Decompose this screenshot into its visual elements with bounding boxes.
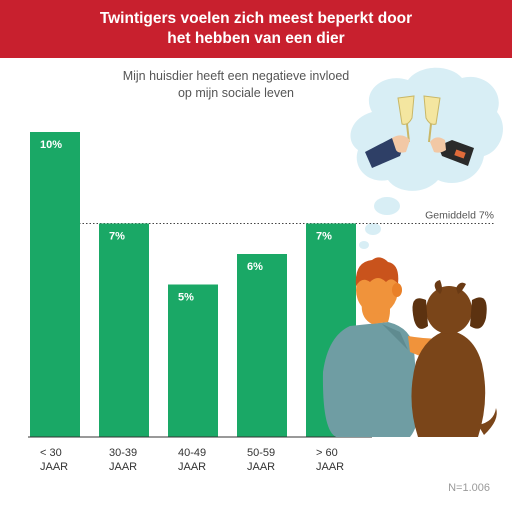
x-tick-label-0-line-0: < 30 (40, 447, 62, 459)
bar-value-label-3: 6% (247, 261, 263, 273)
person-from-behind-icon (322, 257, 467, 437)
champagne-toast-icon (365, 95, 474, 168)
bars-group: 10% 7% 5% 6% 7% (30, 132, 356, 437)
x-tick-label-1-line-0: 30-39 (109, 447, 137, 459)
bar-value-label-4: 7% (316, 231, 332, 243)
title-line-2: het hebben van een dier (167, 30, 345, 47)
bar-3 (237, 254, 287, 437)
title-line-1: Twintigers voelen zich meest beperkt doo… (99, 10, 413, 27)
x-tick-label-2-line-1: JAAR (178, 461, 206, 473)
x-tick-label-0-line-1: JAAR (40, 461, 68, 473)
bar-0 (30, 132, 80, 437)
x-axis-labels: < 30 JAAR 30-39 JAAR 40-49 JAAR 50-59 JAAR > 60 J… (40, 447, 344, 473)
sample-size: N=1.006 (448, 482, 490, 494)
x-tick-label-3-line-0: 50-59 (247, 447, 275, 459)
x-tick-label-4-line-0: > 60 (316, 447, 338, 459)
bar-value-label-0: 10% (40, 139, 62, 151)
bar-value-label-1: 7% (109, 231, 125, 243)
average-label: Gemiddeld 7% (425, 210, 494, 222)
dog-from-behind-icon (411, 280, 497, 437)
x-tick-label-2-line-0: 40-49 (178, 447, 206, 459)
title-banner: Twintigers voelen zich meest beperkt doo… (0, 0, 512, 58)
chart-subtitle: Mijn huisdier heeft een negatieve invloe… (96, 68, 376, 102)
subtitle-line-1: Mijn huisdier heeft een negatieve invloe… (122, 69, 350, 83)
bar-value-label-2: 5% (178, 292, 194, 304)
bar-2 (168, 284, 218, 437)
x-tick-label-1-line-1: JAAR (109, 461, 137, 473)
bar-1 (99, 223, 149, 437)
x-tick-label-4-line-1: JAAR (316, 461, 344, 473)
x-tick-label-3-line-1: JAAR (247, 461, 275, 473)
subtitle-line-2: op mijn sociale leven (177, 86, 295, 100)
